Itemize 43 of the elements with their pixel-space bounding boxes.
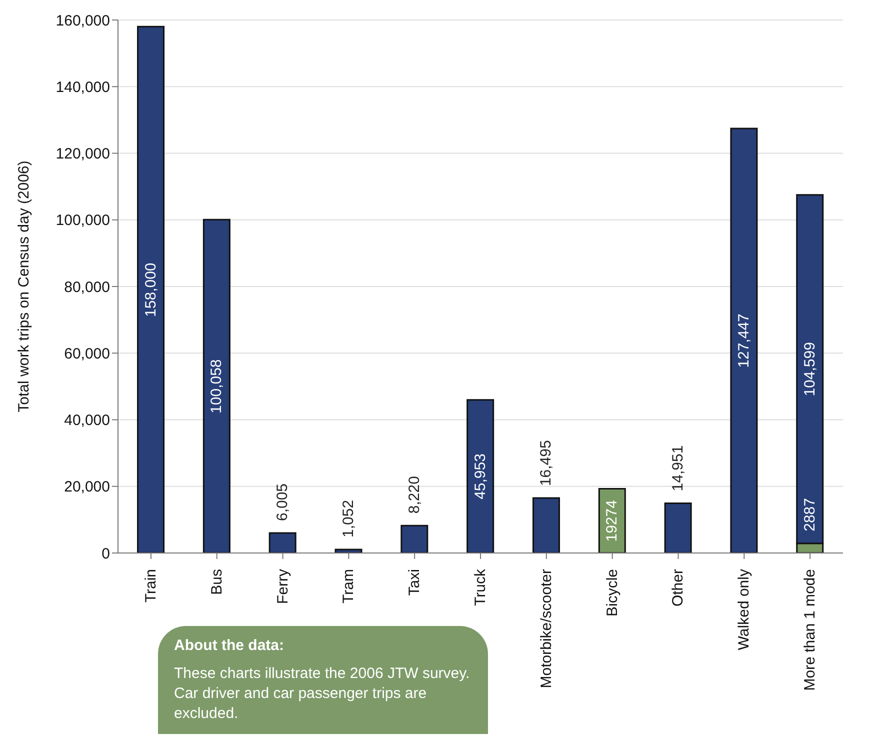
x-tick-label: Ferry xyxy=(274,568,292,604)
x-tick-label: Other xyxy=(670,568,687,607)
bar xyxy=(268,532,296,553)
y-tick-label: 60,000 xyxy=(64,345,110,362)
x-tick-label: Walked only xyxy=(736,568,753,650)
y-tick-label: 140,000 xyxy=(56,78,110,96)
x-tick-label: Taxi xyxy=(406,569,424,596)
data-label: 2887 xyxy=(801,498,818,532)
bar xyxy=(137,26,165,553)
x-tick-label: Tram xyxy=(340,569,358,604)
x-tick-label: Bicycle xyxy=(604,569,621,617)
data-label: 19274 xyxy=(604,500,621,542)
bar xyxy=(730,128,758,553)
y-tick-label: 80,000 xyxy=(64,278,110,296)
bar xyxy=(664,502,692,553)
bar xyxy=(334,548,362,553)
x-tick-label: Train xyxy=(142,569,160,603)
bar xyxy=(532,497,560,553)
bar xyxy=(400,524,428,553)
note-box: About the data: These charts illustrate the 2006 JTW survey. Car driver and car passenger trips are excluded. xyxy=(158,626,488,734)
y-tick-label: 160,000 xyxy=(56,12,110,30)
y-tick-label: 20,000 xyxy=(64,478,110,496)
bar xyxy=(466,399,494,553)
data-label: 45,953 xyxy=(472,454,489,500)
x-tick-label: Motorbike/scooter xyxy=(538,569,555,688)
data-label: 14,951 xyxy=(670,445,687,492)
y-tick-label: 100,000 xyxy=(56,212,110,230)
data-label: 1,052 xyxy=(340,500,357,538)
data-label: 16,495 xyxy=(538,440,555,486)
data-label: 158,000 xyxy=(142,262,160,317)
bar xyxy=(202,218,230,553)
y-tick-label: 0 xyxy=(102,545,110,562)
x-tick-label: Truck xyxy=(472,568,489,606)
data-label: 104,599 xyxy=(801,342,818,396)
x-tick-label: Bus xyxy=(208,569,226,595)
data-label: 127,447 xyxy=(735,314,752,368)
data-label: 6,005 xyxy=(274,483,292,521)
y-axis-title: Total work trips on Census day (2006) xyxy=(15,160,32,412)
data-label: 8,220 xyxy=(406,476,423,514)
y-tick-label: 40,000 xyxy=(64,412,110,430)
y-tick-label: 120,000 xyxy=(56,146,110,163)
x-tick-label: More than 1 mode xyxy=(802,569,819,691)
data-label: 100,058 xyxy=(208,359,226,414)
